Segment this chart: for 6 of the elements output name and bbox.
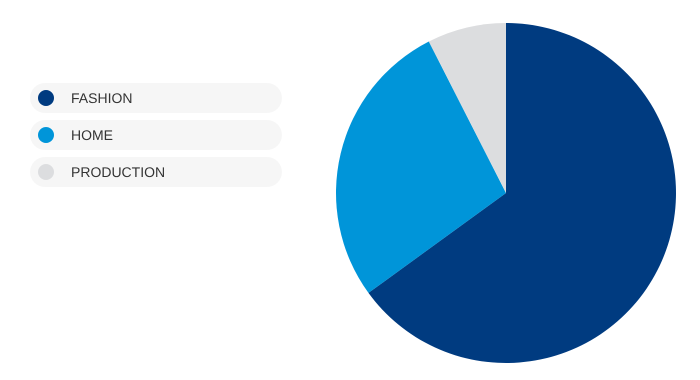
pie-slice: [428, 23, 506, 193]
legend-label: PRODUCTION: [71, 164, 166, 180]
pie-slice: [368, 23, 676, 363]
pie-slice: [336, 42, 506, 293]
legend-label: HOME: [71, 127, 113, 143]
legend-label: FASHION: [71, 90, 132, 106]
